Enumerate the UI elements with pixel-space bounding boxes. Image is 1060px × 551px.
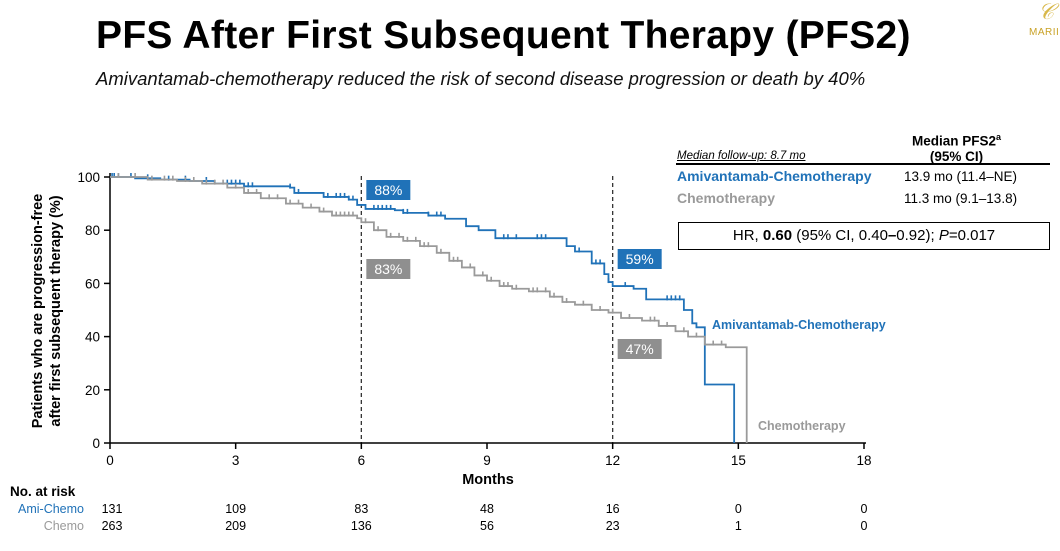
x-tick-label: 6 — [358, 453, 366, 468]
y-tick-label: 20 — [85, 383, 100, 398]
risk-value: 48 — [480, 502, 494, 516]
x-tick-label: 12 — [605, 453, 620, 468]
hr-ci: (95% CI, 0.40 — [792, 227, 888, 244]
end-label-ami-chemo: Amivantamab-Chemotherapy — [712, 318, 886, 332]
risk-value: 0 — [734, 502, 742, 516]
risk-value: 16 — [605, 502, 620, 516]
series-curves — [110, 173, 748, 443]
risk-row-label-ami-chemo: Ami-Chemo — [18, 502, 84, 516]
callout-chemo-6mo-label: 83% — [374, 261, 402, 277]
legend-header: Median PFS2a (95% CI) — [912, 132, 1001, 164]
legend-name-chemo: Chemotherapy — [677, 190, 776, 206]
hr-ci-dash: – — [887, 227, 897, 244]
y-tick-label: 80 — [85, 223, 100, 238]
axes: 0 20 40 60 80 100 0 3 6 9 12 15 18 — [77, 170, 871, 468]
logo-text: MARII — [1029, 27, 1060, 38]
risk-value: 136 — [350, 519, 372, 533]
logo-swirl-icon: 𝒞 — [1038, 0, 1055, 25]
reference-lines — [360, 176, 614, 443]
callouts: 88% 83% 59% 47% Amivantamab-Chemotherapy Chem… — [366, 180, 886, 433]
legend-divider — [676, 163, 1050, 165]
risk-value: 0 — [860, 519, 868, 533]
y-axis-title-line2: after first subsequent therapy (%) — [48, 195, 64, 426]
risk-value: 83 — [354, 502, 369, 516]
median-followup: Median follow-up: 8.7 mo — [677, 150, 806, 162]
x-tick-label: 15 — [731, 453, 746, 468]
risk-value: 1 — [734, 519, 742, 533]
brand-logo: 𝒞 MARII — [1026, 0, 1060, 44]
legend-median-ami-chemo: 13.9 mo (11.4–NE) — [904, 169, 1018, 184]
callout-chemo-12mo-box — [617, 339, 662, 359]
callout-chemo-6mo-box — [366, 259, 411, 279]
x-axis-title: Months — [462, 472, 514, 488]
hazard-ratio-box: HR, 0.60 (95% CI, 0.40–0.92); P=0.017 — [678, 222, 1050, 250]
legend-header-line1: Median PFS2 — [912, 133, 997, 149]
risk-value: 0 — [860, 502, 868, 516]
x-tick-label: 0 — [106, 453, 114, 468]
page-subtitle: Amivantamab-chemotherapy reduced the ris… — [96, 68, 866, 89]
x-tick-label: 18 — [856, 453, 871, 468]
risk-value: 263 — [101, 519, 123, 533]
risk-value: 131 — [101, 502, 123, 516]
y-axis-title-line1: Patients who are progression-free — [30, 194, 46, 428]
end-label-chemo: Chemotherapy — [758, 419, 846, 433]
callout-chemo-12mo-label: 47% — [626, 341, 654, 357]
risk-value: 56 — [480, 519, 494, 533]
risk-value: 109 — [225, 502, 247, 516]
hr-prefix: HR, — [732, 227, 763, 244]
y-tick-label: 40 — [85, 330, 100, 345]
callout-ami-6mo-box — [366, 180, 411, 200]
risk-table-title: No. at risk — [10, 484, 76, 499]
legend-header-footnote: a — [996, 132, 1002, 142]
y-tick-label: 60 — [85, 276, 100, 291]
risk-row-label-chemo: Chemo — [43, 519, 84, 533]
callout-ami-6mo-label: 88% — [374, 182, 402, 198]
page-title: PFS After First Subsequent Therapy (PFS2… — [96, 14, 911, 57]
legend-header-line2: (95% CI) — [929, 148, 984, 164]
p-value: =0.017 — [948, 227, 996, 244]
legend-name-ami-chemo: Amivantamab-Chemotherapy — [677, 168, 872, 184]
hr-ci-end: 0.92); — [896, 227, 939, 244]
callout-ami-12mo-label: 59% — [626, 251, 654, 267]
x-tick-label: 9 — [483, 453, 491, 468]
y-tick-label: 100 — [77, 170, 100, 185]
callout-ami-12mo-box — [617, 249, 662, 269]
x-tick-label: 3 — [232, 453, 240, 468]
series-line-chemo — [110, 176, 748, 443]
risk-value: 209 — [225, 519, 247, 533]
risk-value: 23 — [605, 519, 620, 533]
hr-value: 0.60 — [762, 227, 793, 244]
y-tick-label: 0 — [92, 436, 100, 451]
legend-median-chemo: 11.3 mo (9.1–13.8) — [904, 191, 1018, 206]
series-line-ami-chemo — [110, 176, 736, 443]
p-label: P — [938, 227, 949, 244]
